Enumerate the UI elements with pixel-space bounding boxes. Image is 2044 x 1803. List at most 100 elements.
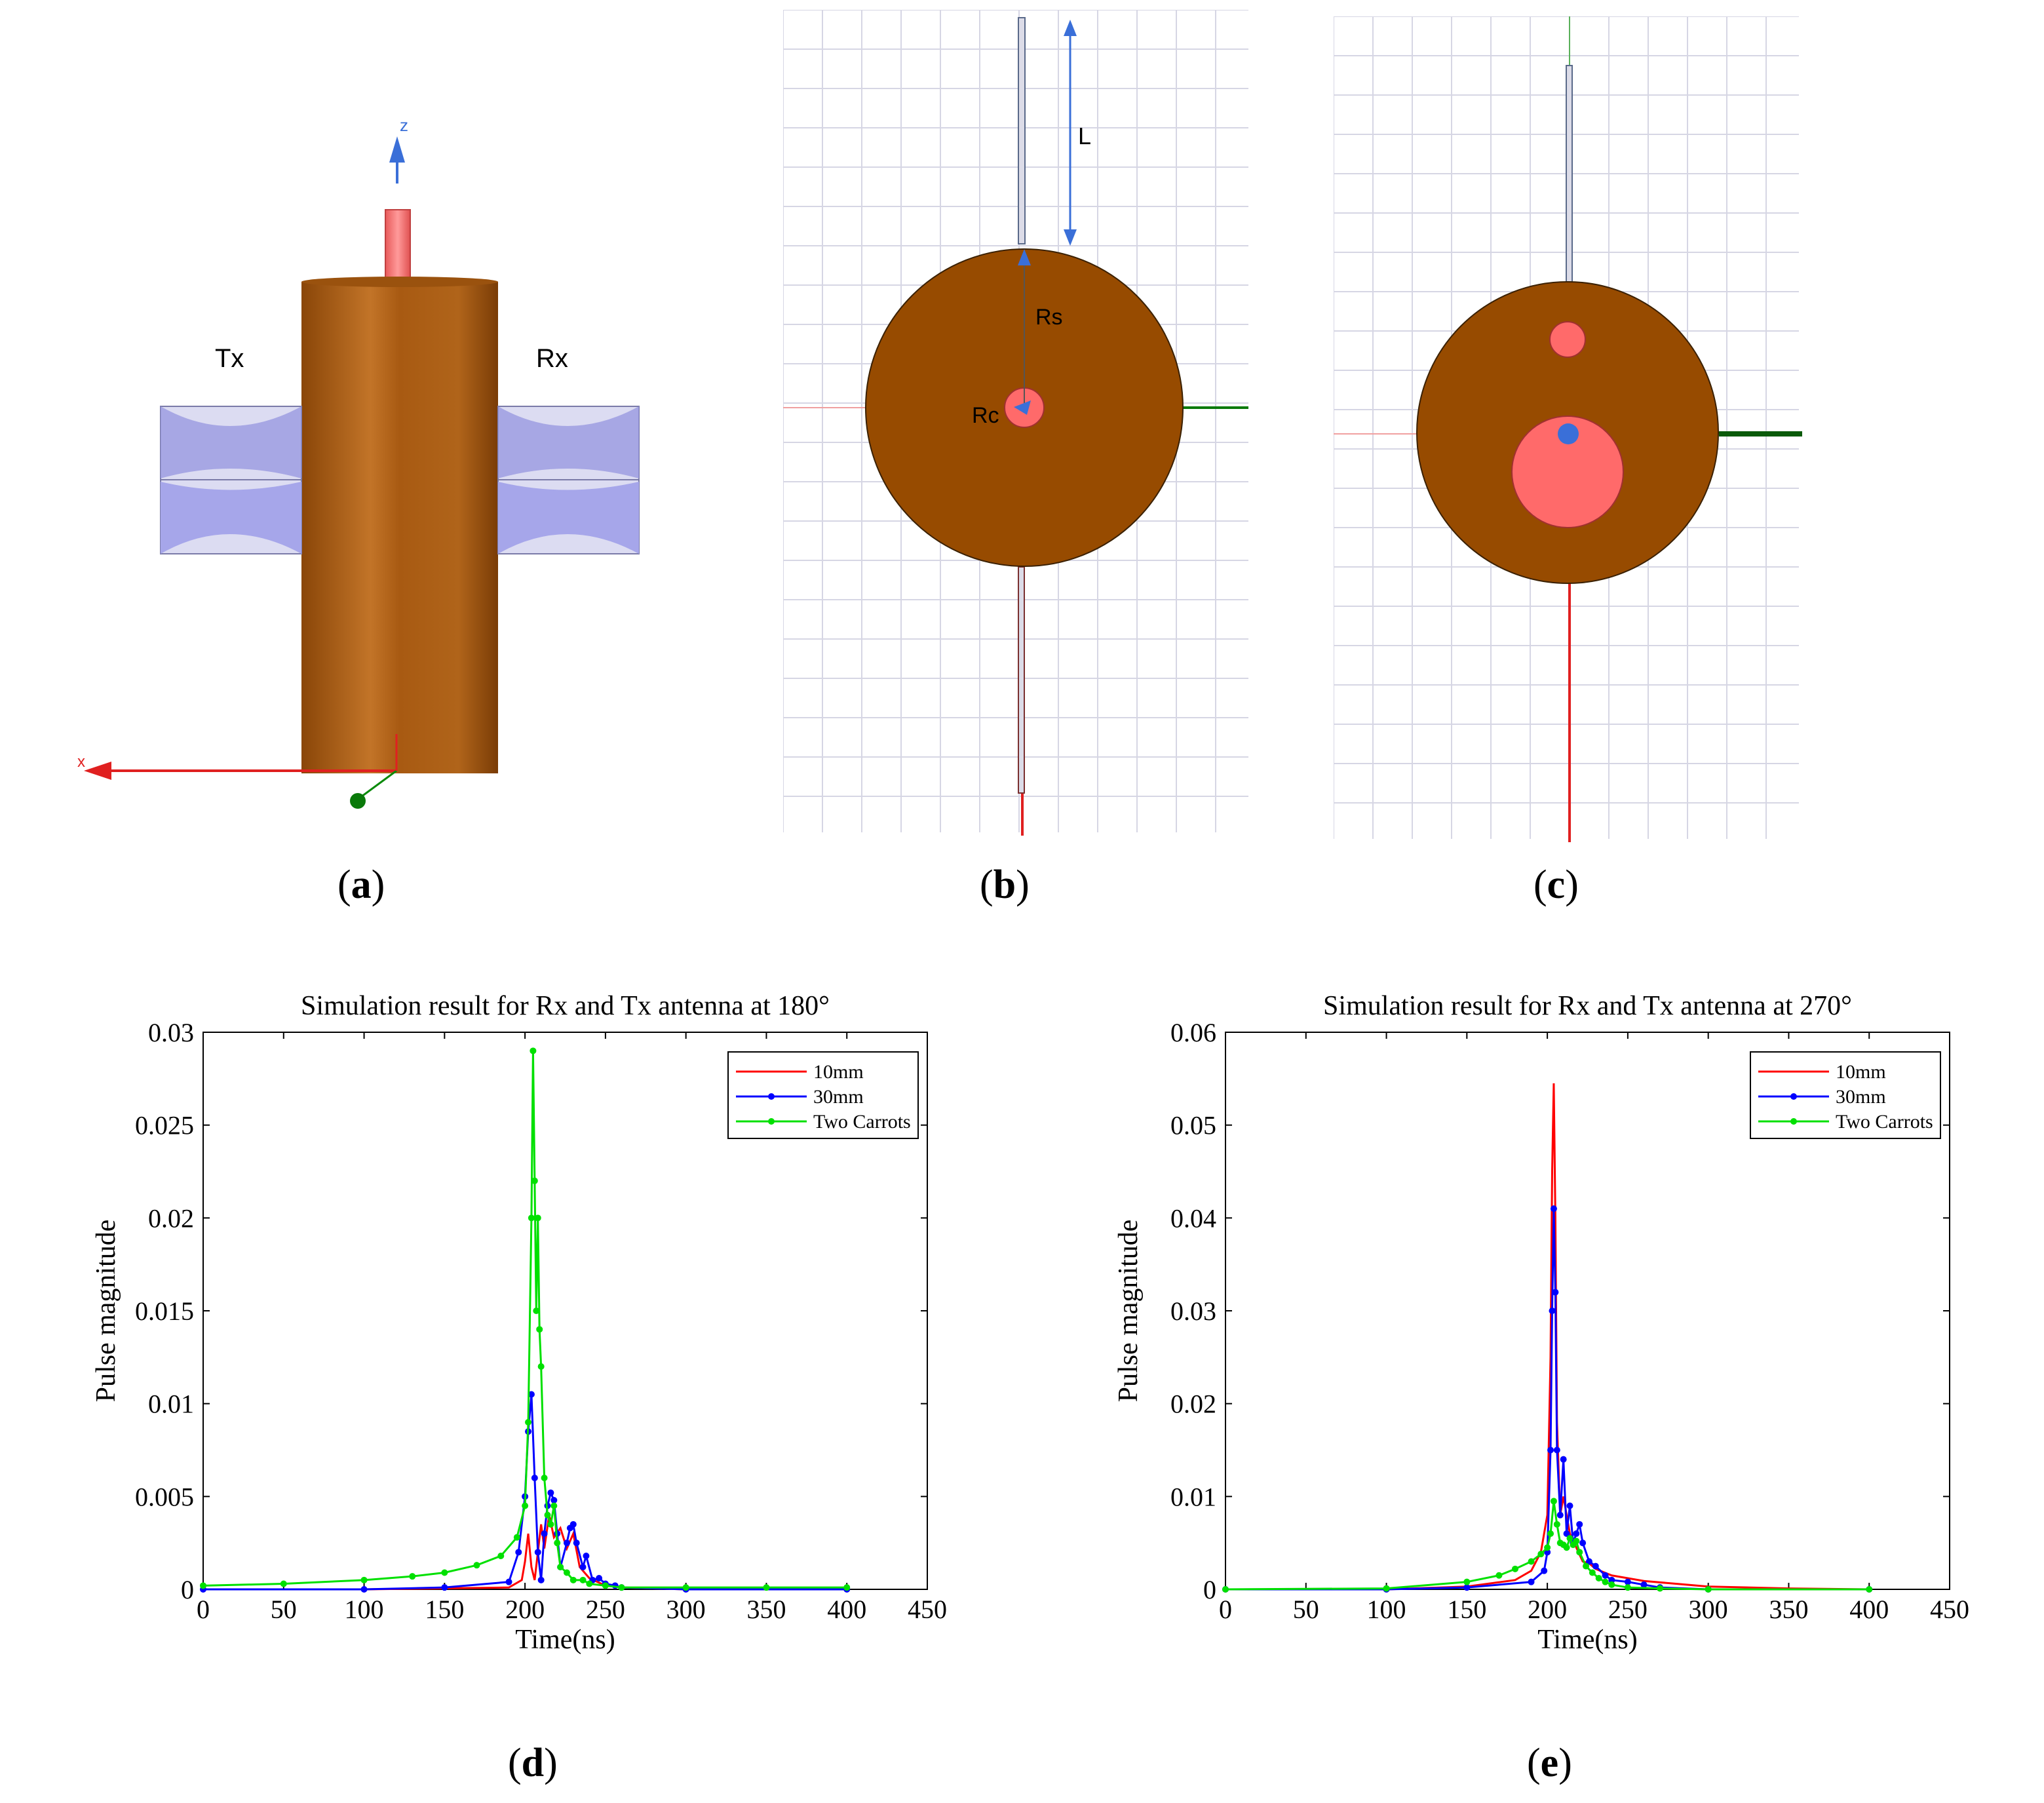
y-axis-line bbox=[358, 769, 397, 800]
data-point bbox=[1573, 1538, 1580, 1545]
y-tick-label: 0.025 bbox=[135, 1111, 194, 1140]
x-tick-label: 400 bbox=[1849, 1595, 1889, 1624]
z-axis-arrowhead bbox=[389, 136, 405, 163]
data-point bbox=[522, 1502, 529, 1509]
data-point bbox=[525, 1419, 532, 1425]
data-point bbox=[586, 1580, 593, 1587]
caption-a: (a) bbox=[337, 863, 385, 907]
length-arrow-head-top bbox=[1064, 20, 1077, 36]
x-tick-label: 450 bbox=[1930, 1595, 1969, 1624]
y-tick-label: 0.06 bbox=[1170, 1018, 1216, 1047]
z-axis-label: z bbox=[400, 115, 408, 135]
data-point bbox=[409, 1573, 416, 1580]
upper-probe bbox=[1018, 17, 1026, 244]
legend-marker bbox=[768, 1093, 775, 1100]
data-point bbox=[536, 1326, 543, 1333]
y-tick-label: 0.04 bbox=[1170, 1203, 1216, 1233]
data-point bbox=[1573, 1530, 1580, 1537]
data-point bbox=[1553, 1521, 1560, 1528]
data-point bbox=[528, 1391, 535, 1398]
data-point bbox=[1866, 1586, 1873, 1593]
data-point bbox=[1560, 1456, 1567, 1463]
caption-b: (b) bbox=[980, 863, 1030, 907]
data-point bbox=[1624, 1578, 1631, 1585]
legend-marker bbox=[1790, 1118, 1797, 1125]
x-tick-label: 150 bbox=[425, 1595, 464, 1624]
x-tick-label: 250 bbox=[586, 1595, 625, 1624]
data-point bbox=[1549, 1308, 1556, 1314]
data-point bbox=[569, 1576, 577, 1583]
data-point bbox=[537, 1576, 545, 1583]
rs-arrowhead bbox=[1018, 249, 1031, 265]
chart-title: Simulation result for Rx and Tx antenna … bbox=[301, 991, 830, 1021]
rx-label: Rx bbox=[536, 344, 568, 373]
data-point bbox=[569, 1521, 577, 1528]
data-point bbox=[531, 1475, 538, 1481]
series-line-10mm bbox=[203, 1515, 847, 1591]
data-point bbox=[563, 1540, 570, 1547]
rs-label: Rs bbox=[1035, 305, 1063, 330]
legend-label: 10mm bbox=[1836, 1061, 1886, 1083]
data-point bbox=[1537, 1551, 1545, 1558]
data-point bbox=[473, 1562, 480, 1569]
data-point bbox=[1657, 1585, 1663, 1592]
panel-a-antenna-side-view: z Tx Rx x bbox=[77, 115, 640, 809]
data-point bbox=[1563, 1530, 1570, 1537]
data-point bbox=[583, 1553, 590, 1559]
y-tick-label: 0.02 bbox=[1170, 1389, 1216, 1419]
y-tick-label: 0 bbox=[1203, 1575, 1216, 1604]
x-tick-label: 200 bbox=[505, 1595, 545, 1624]
data-point bbox=[1602, 1572, 1609, 1579]
y-axis-label: Pulse magnitude bbox=[1113, 1220, 1144, 1403]
cylinder-body bbox=[301, 282, 498, 773]
data-point bbox=[579, 1576, 587, 1583]
data-point bbox=[602, 1582, 609, 1589]
x-axis-arrowhead bbox=[84, 762, 111, 780]
tx-label: Tx bbox=[215, 344, 244, 373]
legend-marker bbox=[1790, 1093, 1797, 1100]
data-point bbox=[1550, 1205, 1557, 1212]
x-axis-label: Time(ns) bbox=[1537, 1625, 1637, 1655]
x-tick-label: 0 bbox=[197, 1595, 210, 1624]
data-point bbox=[1563, 1544, 1570, 1551]
y-tick-label: 0.005 bbox=[135, 1482, 194, 1511]
series-line-10mm bbox=[1225, 1083, 1870, 1591]
y-tick-label: 0.02 bbox=[148, 1203, 194, 1233]
grid-b bbox=[783, 10, 1248, 832]
legend-label: Two Carrots bbox=[1836, 1111, 1933, 1133]
y-axis-marker bbox=[350, 793, 366, 809]
data-point bbox=[573, 1540, 580, 1547]
data-point bbox=[1624, 1584, 1631, 1591]
chart-title: Simulation result for Rx and Tx antenna … bbox=[1323, 991, 1852, 1021]
data-point bbox=[550, 1497, 558, 1503]
data-point bbox=[541, 1530, 548, 1537]
rc-label: Rc bbox=[972, 403, 999, 428]
x-tick-label: 350 bbox=[1769, 1595, 1808, 1624]
x-tick-label: 50 bbox=[1293, 1595, 1319, 1624]
data-point bbox=[1383, 1585, 1390, 1592]
x-tick-label: 150 bbox=[1447, 1595, 1486, 1624]
tx-antenna bbox=[160, 406, 302, 554]
x-tick-label: 450 bbox=[908, 1595, 947, 1624]
data-point bbox=[1576, 1549, 1583, 1556]
data-point bbox=[1552, 1289, 1559, 1296]
y-tick-label: 0.03 bbox=[1170, 1296, 1216, 1326]
y-axis-label: Pulse magnitude bbox=[91, 1220, 121, 1403]
center-marker bbox=[1558, 423, 1579, 444]
data-point bbox=[513, 1534, 520, 1541]
x-tick-label: 400 bbox=[827, 1595, 866, 1624]
legend-label: Two Carrots bbox=[813, 1111, 911, 1133]
y-tick-label: 0.01 bbox=[148, 1389, 194, 1419]
x-tick-label: 200 bbox=[1528, 1595, 1567, 1624]
caption-c: (c) bbox=[1533, 863, 1579, 907]
legend-marker bbox=[768, 1118, 775, 1125]
data-point bbox=[596, 1575, 603, 1581]
y-tick-label: 0.05 bbox=[1170, 1111, 1216, 1140]
data-point bbox=[547, 1489, 554, 1496]
data-point bbox=[1544, 1544, 1551, 1551]
rx-antenna bbox=[497, 406, 640, 554]
data-point bbox=[1541, 1567, 1548, 1574]
data-point bbox=[1495, 1572, 1503, 1579]
data-point bbox=[497, 1553, 505, 1559]
y-tick-label: 0.01 bbox=[1170, 1482, 1216, 1511]
